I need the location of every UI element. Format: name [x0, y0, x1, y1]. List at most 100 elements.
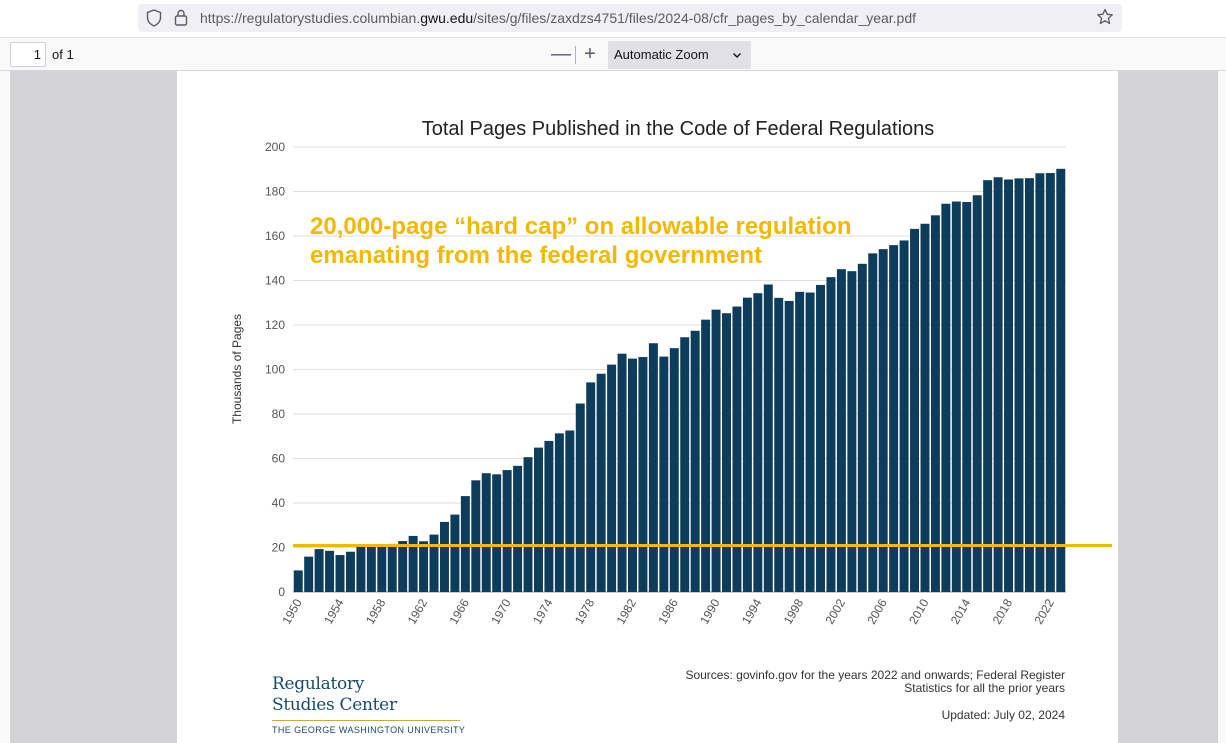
bar [669, 348, 679, 592]
y-tick-label: 20 [272, 541, 286, 555]
bar [419, 541, 429, 592]
bookmark-star-icon[interactable] [1096, 8, 1114, 26]
x-tick-label: 1990 [697, 596, 723, 626]
x-tick-label: 1998 [781, 596, 807, 626]
bar [1014, 178, 1024, 592]
bar [325, 550, 335, 592]
bar [1024, 178, 1034, 592]
bar [763, 284, 773, 592]
x-tick-label: 1966 [446, 596, 472, 626]
bar [1004, 179, 1014, 592]
x-tick-label: 1978 [572, 596, 598, 626]
logo-line1: Regulatory [272, 674, 365, 694]
y-tick-label: 40 [272, 496, 286, 510]
logo-university: THE GEORGE WASHINGTON UNIVERSITY [272, 725, 466, 735]
y-tick-label: 120 [265, 318, 285, 332]
x-tick-label: 2018 [990, 596, 1016, 626]
bar [826, 277, 836, 592]
bar [847, 271, 857, 592]
pdf-viewer[interactable]: Total Pages Published in the Code of Fed… [0, 71, 1226, 743]
bar [993, 177, 1003, 592]
bar [356, 544, 366, 592]
bar [795, 291, 805, 592]
y-tick-label: 80 [272, 407, 286, 421]
updated-date: Updated: July 02, 2024 [941, 708, 1065, 722]
bar [565, 430, 575, 592]
y-axis-label: Thousands of Pages [230, 314, 244, 424]
bar [774, 297, 784, 592]
sources-line1: Sources: govinfo.gov for the years 2022 … [685, 668, 1065, 682]
bar [1045, 173, 1055, 592]
bar [439, 521, 449, 592]
bar [398, 541, 408, 592]
zoom-out-button[interactable]: — [551, 43, 571, 65]
shield-icon[interactable] [146, 9, 162, 27]
y-tick-label: 0 [278, 585, 285, 599]
bar [742, 297, 752, 592]
address-bar[interactable]: https://regulatorystudies.columbian.gwu.… [138, 4, 1122, 32]
page-number-input[interactable]: 1 [10, 42, 46, 67]
bar [920, 223, 930, 592]
chevron-down-icon [733, 53, 741, 58]
bar [941, 203, 951, 593]
x-tick-label: 1950 [279, 596, 305, 626]
bar [335, 555, 345, 592]
bar [868, 253, 878, 593]
bar [732, 306, 742, 592]
x-tick-label: 1962 [405, 596, 431, 626]
annotation-line2: emanating from the federal government [310, 242, 762, 269]
lock-icon[interactable] [174, 9, 188, 26]
bar [607, 364, 617, 592]
viewer-left-gutter [0, 71, 10, 743]
bar [596, 373, 606, 592]
bar [314, 549, 324, 592]
bar [429, 534, 439, 592]
page-count-label: of 1 [52, 47, 74, 62]
chart: Total Pages Published in the Code of Fed… [230, 118, 1112, 627]
bar [1035, 173, 1045, 592]
x-tick-label: 1994 [739, 596, 765, 626]
viewer-scrollbar[interactable] [1218, 71, 1226, 743]
y-tick-label: 100 [265, 363, 285, 377]
bar [648, 343, 658, 592]
zoom-select[interactable]: Automatic Zoom [608, 41, 751, 69]
bar [345, 551, 355, 592]
bar [304, 556, 314, 592]
sources-line2: Statistics for all the prior years [904, 681, 1065, 695]
bar [910, 228, 920, 592]
bar [523, 457, 533, 592]
x-tick-label: 1958 [363, 596, 389, 626]
bar [628, 358, 637, 592]
y-tick-label: 180 [265, 185, 285, 199]
bar [722, 313, 731, 592]
x-tick-label: 1982 [614, 596, 640, 626]
bar [711, 309, 721, 592]
x-tick-label: 2010 [906, 596, 932, 626]
bar [701, 319, 711, 592]
zoom-in-button[interactable]: + [584, 43, 596, 65]
x-tick-label: 2022 [1031, 596, 1057, 626]
bar [930, 215, 940, 592]
y-tick-label: 160 [265, 229, 285, 243]
zoom-select-value: Automatic Zoom [614, 47, 709, 62]
bar [450, 514, 460, 592]
bar [502, 470, 512, 592]
bar [366, 546, 376, 592]
x-tick-label: 2002 [823, 596, 849, 626]
bar [533, 447, 543, 592]
x-tick-label: 2014 [948, 596, 974, 626]
x-axis-ticks: 1950 1954 1958 1962 1966 1970 1974 1978 1982 1986… [279, 596, 1057, 626]
bar [951, 201, 961, 592]
bar [816, 284, 826, 592]
url-text[interactable]: https://regulatorystudies.columbian.gwu.… [200, 10, 916, 26]
x-tick-label: 1986 [655, 596, 681, 626]
url-prefix: https://regulatorystudies.columbian. [200, 10, 421, 26]
bar [690, 330, 700, 592]
x-tick-label: 1954 [321, 596, 347, 626]
bar [513, 465, 523, 592]
bar [617, 353, 627, 592]
regulatory-studies-logo: Regulatory Studies Center THE GEORGE WAS… [272, 674, 465, 735]
browser-toolbar: https://regulatorystudies.columbian.gwu.… [0, 0, 1226, 37]
zoom-separator [575, 46, 576, 64]
logo-line2: Studies Center [272, 695, 397, 715]
